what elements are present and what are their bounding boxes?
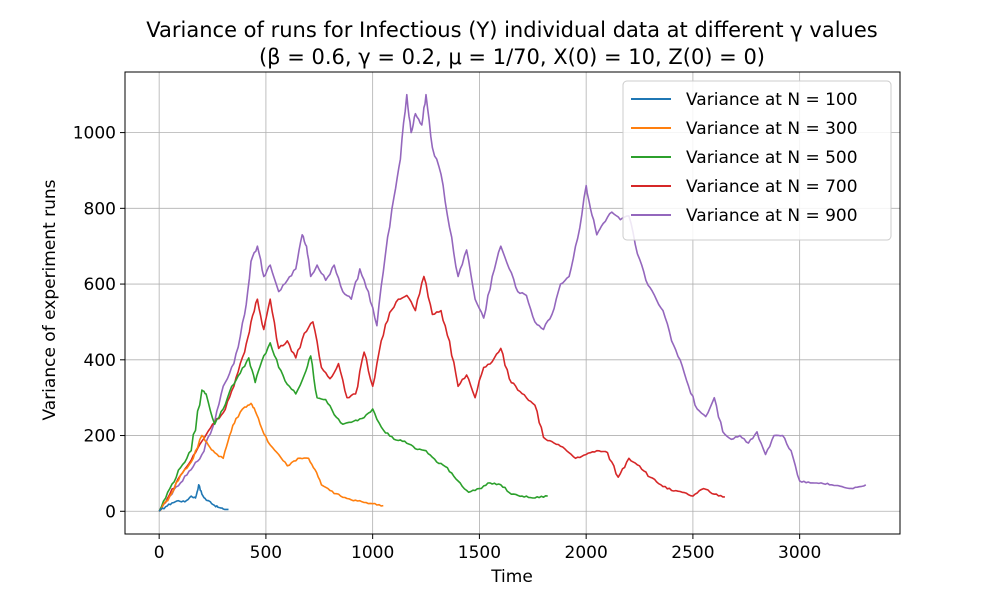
x-tick-label: 2500 [671,543,714,563]
legend-label: Variance at N = 100 [686,90,858,110]
legend: Variance at N = 100 Variance at N = 300 Va… [622,80,892,241]
legend-label: Variance at N = 900 [686,206,858,226]
y-tick-label: 0 [105,502,116,522]
y-tick-label: 1000 [73,124,116,144]
x-tick-label: 3000 [778,543,821,563]
x-tick-label: 1000 [351,543,394,563]
x-tick-label: 2000 [565,543,608,563]
x-axis-label: Time [490,567,533,587]
legend-label: Variance at N = 500 [686,148,858,168]
series-layer [158,93,867,512]
y-tick-label: 200 [84,427,116,447]
series-line-1 [158,484,229,512]
plot-area [124,71,901,535]
series-line-2 [158,402,384,512]
x-tick-label: 500 [250,543,282,563]
y-axis-label: Variance of experiment runs [40,179,60,420]
series-line-4 [158,275,725,512]
y-tick-label: 400 [84,351,116,371]
legend-label: Variance at N = 300 [686,119,858,139]
y-tick-label: 800 [84,199,116,219]
ticks: 0 500 1000 1500 2000 2500 3000 0 200 400 600 800 100… [73,124,822,563]
x-tick-label: 1500 [458,543,501,563]
legend-box [622,80,892,241]
series-line-3 [158,342,548,512]
legend-label: Variance at N = 700 [686,177,858,197]
y-tick-label: 600 [84,275,116,295]
series-line-5 [158,93,867,512]
x-tick-label: 0 [154,543,165,563]
chart-subtitle: (β = 0.6, γ = 0.2, μ = 1/70, X(0) = 10, … [259,45,765,69]
chart-title: Variance of runs for Infectious (Y) indi… [146,18,877,42]
